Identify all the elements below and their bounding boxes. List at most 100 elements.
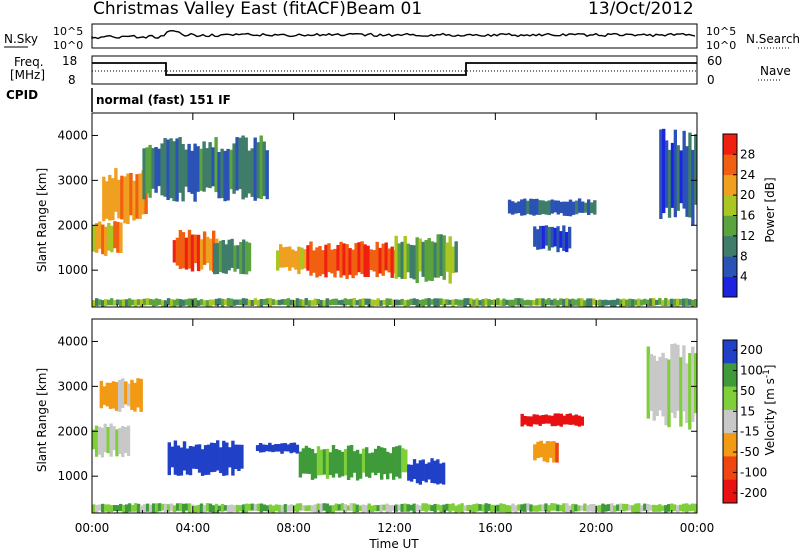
data-cell-4 (331, 445, 336, 478)
data-cell-4 (288, 246, 292, 271)
data-cell-11 (400, 298, 404, 306)
colorbar-tick-label: -100 (740, 465, 767, 479)
data-cell-7 (544, 201, 548, 215)
data-cell-8 (508, 505, 512, 513)
data-cell-11 (247, 299, 252, 306)
data-cell-8 (667, 504, 671, 512)
data-cell-8 (349, 503, 353, 511)
data-cell-7 (555, 442, 559, 463)
data-cell-11 (640, 299, 644, 306)
data-cell-4 (343, 449, 348, 476)
data-cell-11 (133, 299, 138, 307)
data-cell-8 (607, 504, 611, 511)
data-cell-8 (514, 505, 518, 513)
data-cell-11 (175, 298, 180, 306)
y-tick-label: 4000 (57, 128, 88, 142)
data-cell-11 (694, 299, 698, 306)
data-cell-11 (181, 299, 186, 306)
data-cell-8 (241, 504, 246, 513)
power-y-axis: 1000 2000 3000 4000 (57, 128, 697, 277)
data-cell-6 (523, 416, 527, 425)
data-cell-1 (120, 175, 124, 220)
colorbar-tick-label: -15 (740, 425, 760, 439)
data-cell-10 (238, 137, 242, 190)
data-cell-11 (622, 298, 626, 307)
data-cell-11 (448, 299, 452, 305)
data-cell-8 (556, 226, 560, 253)
data-cell-11 (613, 299, 617, 307)
data-cell-8 (286, 505, 291, 512)
colorbar-segment (723, 409, 737, 434)
x-tick-label: 00:00 (680, 521, 715, 535)
data-cell-11 (346, 299, 350, 305)
data-cell-8 (178, 503, 183, 512)
data-cell-8 (640, 505, 644, 512)
data-cell-11 (580, 298, 584, 307)
colorbar-tick-label: 20 (740, 188, 755, 202)
data-cell-8 (568, 226, 572, 249)
colorbar-segment (723, 174, 737, 196)
data-cell-8 (451, 503, 455, 511)
data-cell-8 (586, 505, 590, 512)
data-cell-11 (373, 299, 377, 306)
data-cell-11 (286, 298, 291, 307)
data-cell-8 (463, 505, 467, 511)
data-cell-4 (319, 449, 324, 476)
data-cell-8 (113, 505, 117, 511)
power-scatter (92, 128, 698, 307)
data-cell-4 (368, 453, 372, 478)
frequency-trace (92, 62, 697, 76)
data-cell-11 (217, 298, 222, 305)
data-cell-10 (151, 148, 155, 189)
data-cell-4 (279, 244, 283, 268)
data-cell-4 (380, 447, 384, 480)
data-cell-5 (360, 241, 364, 275)
data-cell-8 (536, 229, 540, 250)
y-tick-label: 2000 (57, 218, 88, 232)
data-cell-11 (340, 299, 344, 306)
data-cell-11 (532, 300, 536, 306)
data-cell-7 (550, 199, 554, 214)
data-cell-10 (160, 143, 164, 196)
data-cell-8 (427, 504, 431, 511)
data-cell-11 (157, 299, 162, 305)
data-cell-8 (205, 503, 210, 512)
data-cell-4 (304, 445, 309, 474)
data-cell-9 (667, 359, 671, 428)
data-cell-8 (122, 505, 126, 513)
data-cell-8 (694, 503, 698, 513)
data-cell-11 (556, 300, 560, 307)
x-tick-label: 16:00 (478, 521, 513, 535)
data-cell-8 (274, 504, 279, 512)
data-cell-5 (315, 247, 319, 278)
data-cell-2 (175, 237, 180, 266)
data-cell-8 (541, 504, 545, 512)
data-cell-5 (330, 249, 334, 274)
data-cell-8 (655, 505, 659, 512)
data-cell-8 (403, 503, 407, 512)
data-cell-8 (565, 503, 569, 513)
data-cell-8 (553, 227, 557, 247)
colorbar-segment (723, 363, 737, 387)
data-cell-11 (391, 299, 395, 307)
data-cell-8 (673, 504, 677, 512)
data-cell-1 (136, 378, 140, 408)
data-cell-9 (676, 344, 680, 411)
data-cell-4 (276, 250, 280, 271)
data-cell-8 (442, 504, 446, 513)
data-cell-6 (562, 415, 566, 425)
data-cell-4 (328, 452, 333, 476)
data-cell-4 (310, 449, 315, 480)
data-cell-11 (166, 298, 171, 306)
data-cell-8 (622, 503, 626, 512)
data-cell-6 (394, 235, 398, 279)
data-cell-4 (352, 451, 357, 473)
data-cell-4 (361, 448, 366, 473)
data-cell-7 (547, 200, 551, 216)
data-cell-9 (694, 353, 698, 414)
data-cell-8 (652, 504, 656, 512)
data-cell-11 (691, 299, 695, 307)
data-cell-11 (250, 300, 255, 306)
data-cell-2 (182, 441, 187, 471)
data-cell-8 (625, 503, 629, 511)
